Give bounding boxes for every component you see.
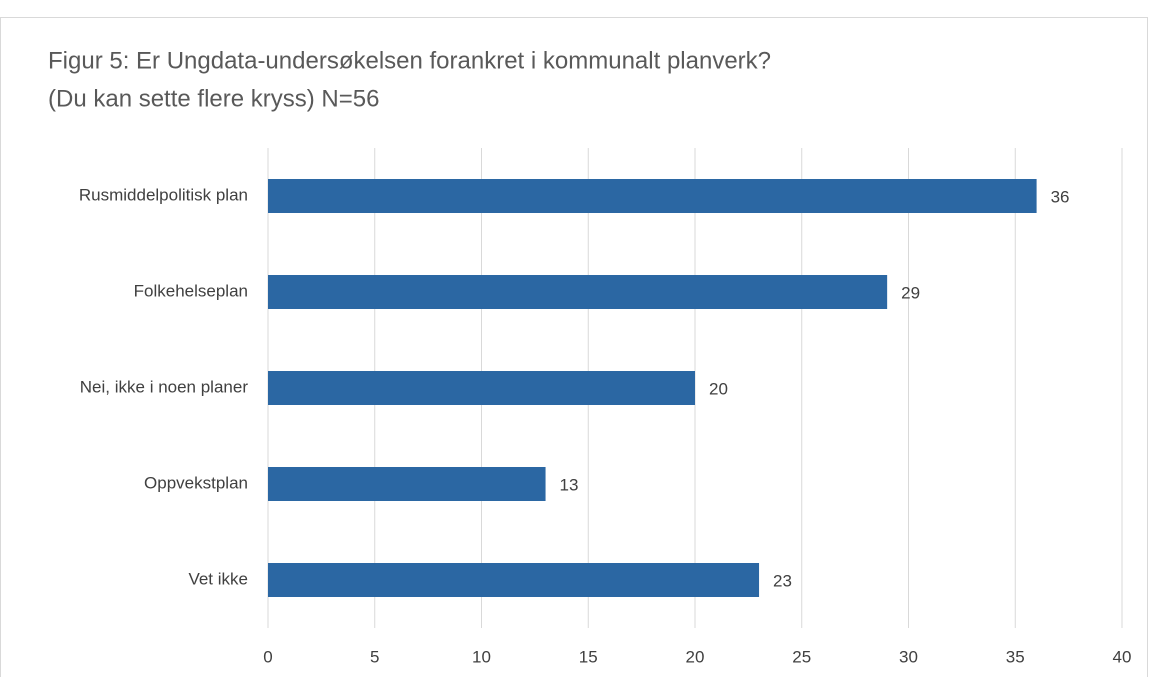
chart-title: (Du kan sette flere kryss) N=56 bbox=[48, 85, 379, 112]
bar bbox=[268, 275, 888, 309]
data-label: 13 bbox=[560, 475, 579, 494]
x-tick-label: 35 bbox=[1006, 647, 1025, 666]
chart-frame bbox=[0, 17, 1148, 677]
chart-title: Figur 5: Er Ungdata-undersøkelsen forank… bbox=[48, 47, 771, 74]
y-tick-label: Folkehelseplan bbox=[134, 281, 248, 300]
bar bbox=[268, 371, 695, 405]
y-tick-label: Nei, ikke i noen planer bbox=[80, 377, 249, 396]
data-label: 29 bbox=[901, 283, 920, 302]
data-label: 36 bbox=[1051, 187, 1070, 206]
x-tick-label: 30 bbox=[899, 647, 918, 666]
x-tick-label: 15 bbox=[579, 647, 598, 666]
x-tick-label: 0 bbox=[263, 647, 272, 666]
y-tick-label: Vet ikke bbox=[188, 569, 248, 588]
x-tick-label: 5 bbox=[370, 647, 379, 666]
y-tick-label: Rusmiddelpolitisk plan bbox=[79, 185, 248, 204]
data-label: 20 bbox=[709, 379, 728, 398]
bar bbox=[268, 563, 760, 597]
bar bbox=[268, 467, 546, 501]
y-tick-label: Oppvekstplan bbox=[144, 473, 248, 492]
x-tick-label: 25 bbox=[792, 647, 811, 666]
x-tick-label: 10 bbox=[472, 647, 491, 666]
bar bbox=[268, 179, 1037, 213]
x-tick-label: 40 bbox=[1113, 647, 1132, 666]
data-label: 23 bbox=[773, 571, 792, 590]
x-tick-label: 20 bbox=[686, 647, 705, 666]
